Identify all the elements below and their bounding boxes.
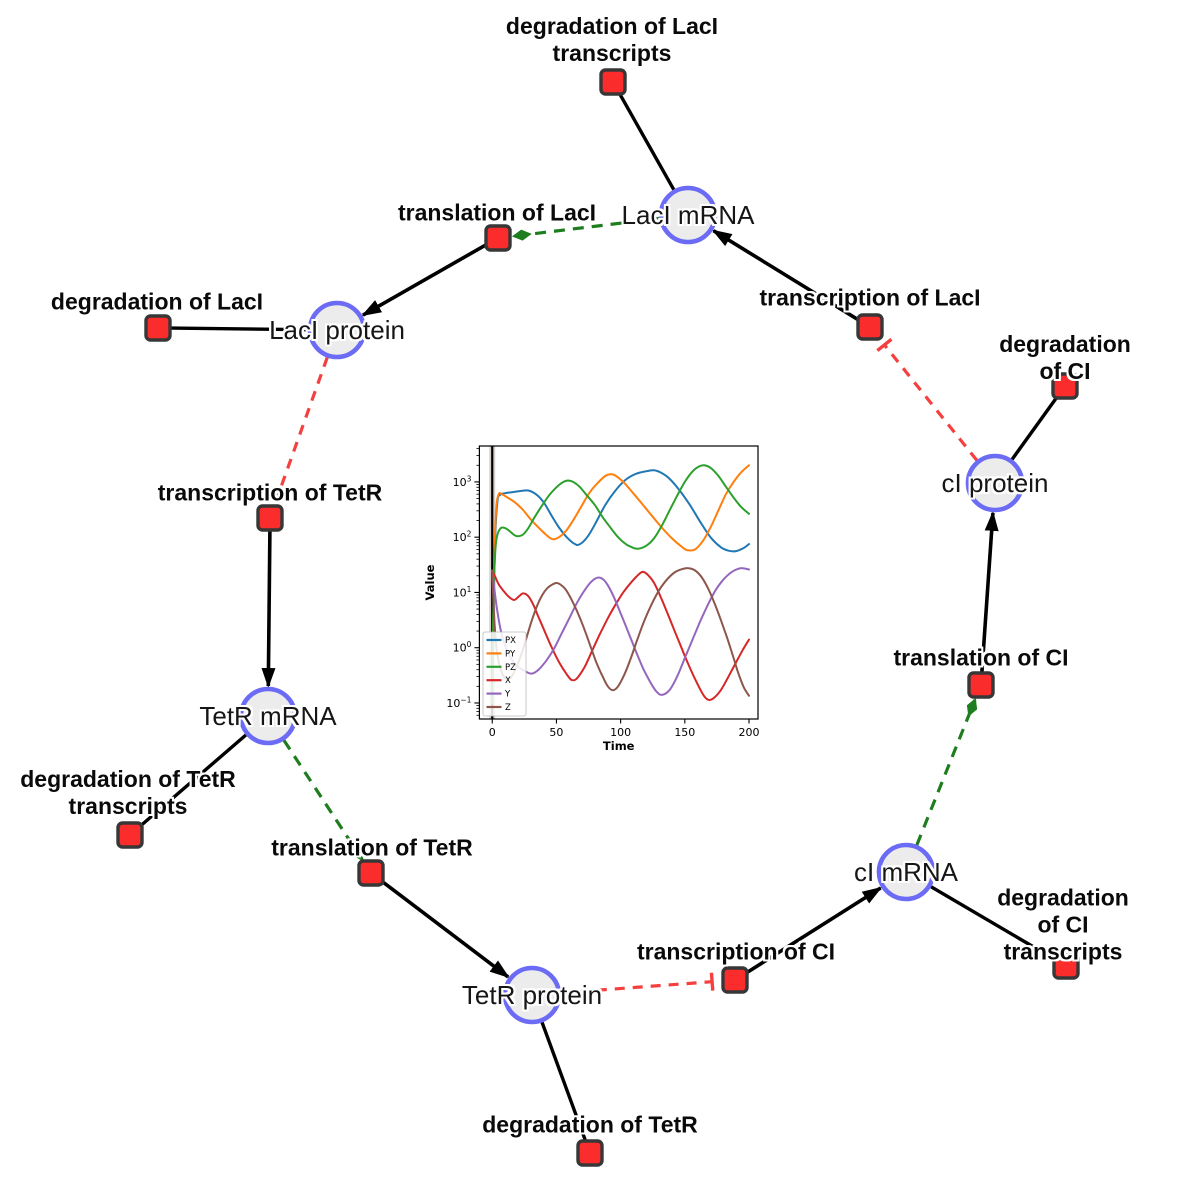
reaction-node-deg_laci[interactable] xyxy=(144,314,172,342)
x-tick-label: 50 xyxy=(549,726,563,739)
x-axis-label: Time xyxy=(603,739,635,753)
legend-label-X: X xyxy=(505,676,511,686)
edge-degradation-laci_protein-to-deg_laci xyxy=(170,326,309,332)
reaction-node-deg_tetr[interactable] xyxy=(576,1139,604,1167)
y-tick-label: 10−1 xyxy=(446,695,471,710)
edge-degradation-tetr_mrna-to-deg_tetr_tx xyxy=(138,733,248,828)
edge-inhibition-ci_protein-to-transcription_laci xyxy=(876,337,979,462)
chart-axes: 0 50 100 150 200 10−1 100 101 102 103 Time Value xyxy=(423,445,760,753)
edge-production-translation_laci-to-laci_protein xyxy=(361,242,488,317)
edge-degradation-tetr_protein-to-deg_tetr xyxy=(540,1021,588,1142)
species-node-ci_protein[interactable] xyxy=(965,453,1025,513)
y-tick-label: 100 xyxy=(453,640,472,655)
species-node-ci_mrna[interactable] xyxy=(876,842,936,902)
species-node-laci_mrna[interactable] xyxy=(658,185,718,245)
edge-production-transcription_laci-to-laci_mrna xyxy=(711,229,860,322)
series-Z-line xyxy=(491,567,750,697)
legend-label-PY: PY xyxy=(505,649,516,659)
edge-degradation-ci_protein-to-deg_ci xyxy=(1010,395,1059,461)
legend-label-PZ: PZ xyxy=(505,663,516,673)
edge-production-transcription_tetr-to-tetr_mrna xyxy=(261,530,276,688)
reaction-node-translation_tetr[interactable] xyxy=(357,859,385,887)
species-node-laci_protein[interactable] xyxy=(307,300,367,360)
legend-label-Z: Z xyxy=(505,703,511,713)
edge-inhibition-laci_protein-to-transcription_tetr xyxy=(268,356,329,501)
x-tick-label: 200 xyxy=(739,726,760,739)
series-PX-line xyxy=(491,469,750,700)
x-tick-label: 0 xyxy=(489,726,496,739)
series-X-line xyxy=(491,569,750,702)
series-Y-line xyxy=(491,567,750,696)
chart-frame xyxy=(478,445,759,720)
edge-catalysis-laci_mrna-to-translation_laci xyxy=(511,216,660,241)
series-PY-line xyxy=(491,464,750,704)
reaction-node-transcription_laci[interactable] xyxy=(856,313,884,341)
edge-catalysis-tetr_mrna-to-translation_tetr xyxy=(282,739,364,862)
legend-label-PX: PX xyxy=(505,636,516,646)
reaction-node-transcription_ci[interactable] xyxy=(721,966,749,994)
series-PZ-line xyxy=(491,464,750,704)
reaction-node-deg_ci_tx[interactable] xyxy=(1052,952,1080,980)
reaction-node-deg_laci_tx[interactable] xyxy=(599,68,627,96)
edges-layer xyxy=(138,92,1059,1142)
y-tick-label: 102 xyxy=(453,530,472,545)
edge-inhibition-tetr_protein-to-transcription_ci xyxy=(560,972,715,995)
y-tick-label: 101 xyxy=(453,585,472,600)
x-tick-label: 100 xyxy=(610,726,631,739)
legend-label-Y: Y xyxy=(504,690,511,700)
edge-production-translation_tetr-to-tetr_protein xyxy=(380,879,510,979)
edge-catalysis-ci_mrna-to-translation_ci xyxy=(915,698,978,846)
y-axis-label: Value xyxy=(423,564,437,600)
inset-time-series-chart: 0 50 100 150 20010−1100101102103TimeValuePXP… xyxy=(423,445,760,753)
x-tick-label: 150 xyxy=(674,726,695,739)
reaction-node-translation_laci[interactable] xyxy=(484,224,512,252)
chart-legend: PX PY PZ XYZ xyxy=(482,631,527,717)
reaction-node-translation_ci[interactable] xyxy=(967,671,995,699)
reaction-node-deg_ci[interactable] xyxy=(1051,372,1079,400)
edge-production-translation_ci-to-ci_protein xyxy=(980,510,999,673)
y-tick-label: 103 xyxy=(453,474,472,489)
edge-degradation-ci_mrna-to-deg_ci_tx xyxy=(930,885,1056,961)
species-node-tetr_protein[interactable] xyxy=(502,965,562,1025)
edge-production-transcription_ci-to-ci_mrna xyxy=(745,886,883,975)
chart-series-layer xyxy=(491,464,750,704)
reaction-node-deg_tetr_tx[interactable] xyxy=(116,821,144,849)
edge-degradation-laci_mrna-to-deg_laci_tx xyxy=(617,92,676,191)
species-node-tetr_mrna[interactable] xyxy=(238,686,298,746)
nodes-layer xyxy=(116,68,1080,1167)
reaction-node-transcription_tetr[interactable] xyxy=(256,504,284,532)
